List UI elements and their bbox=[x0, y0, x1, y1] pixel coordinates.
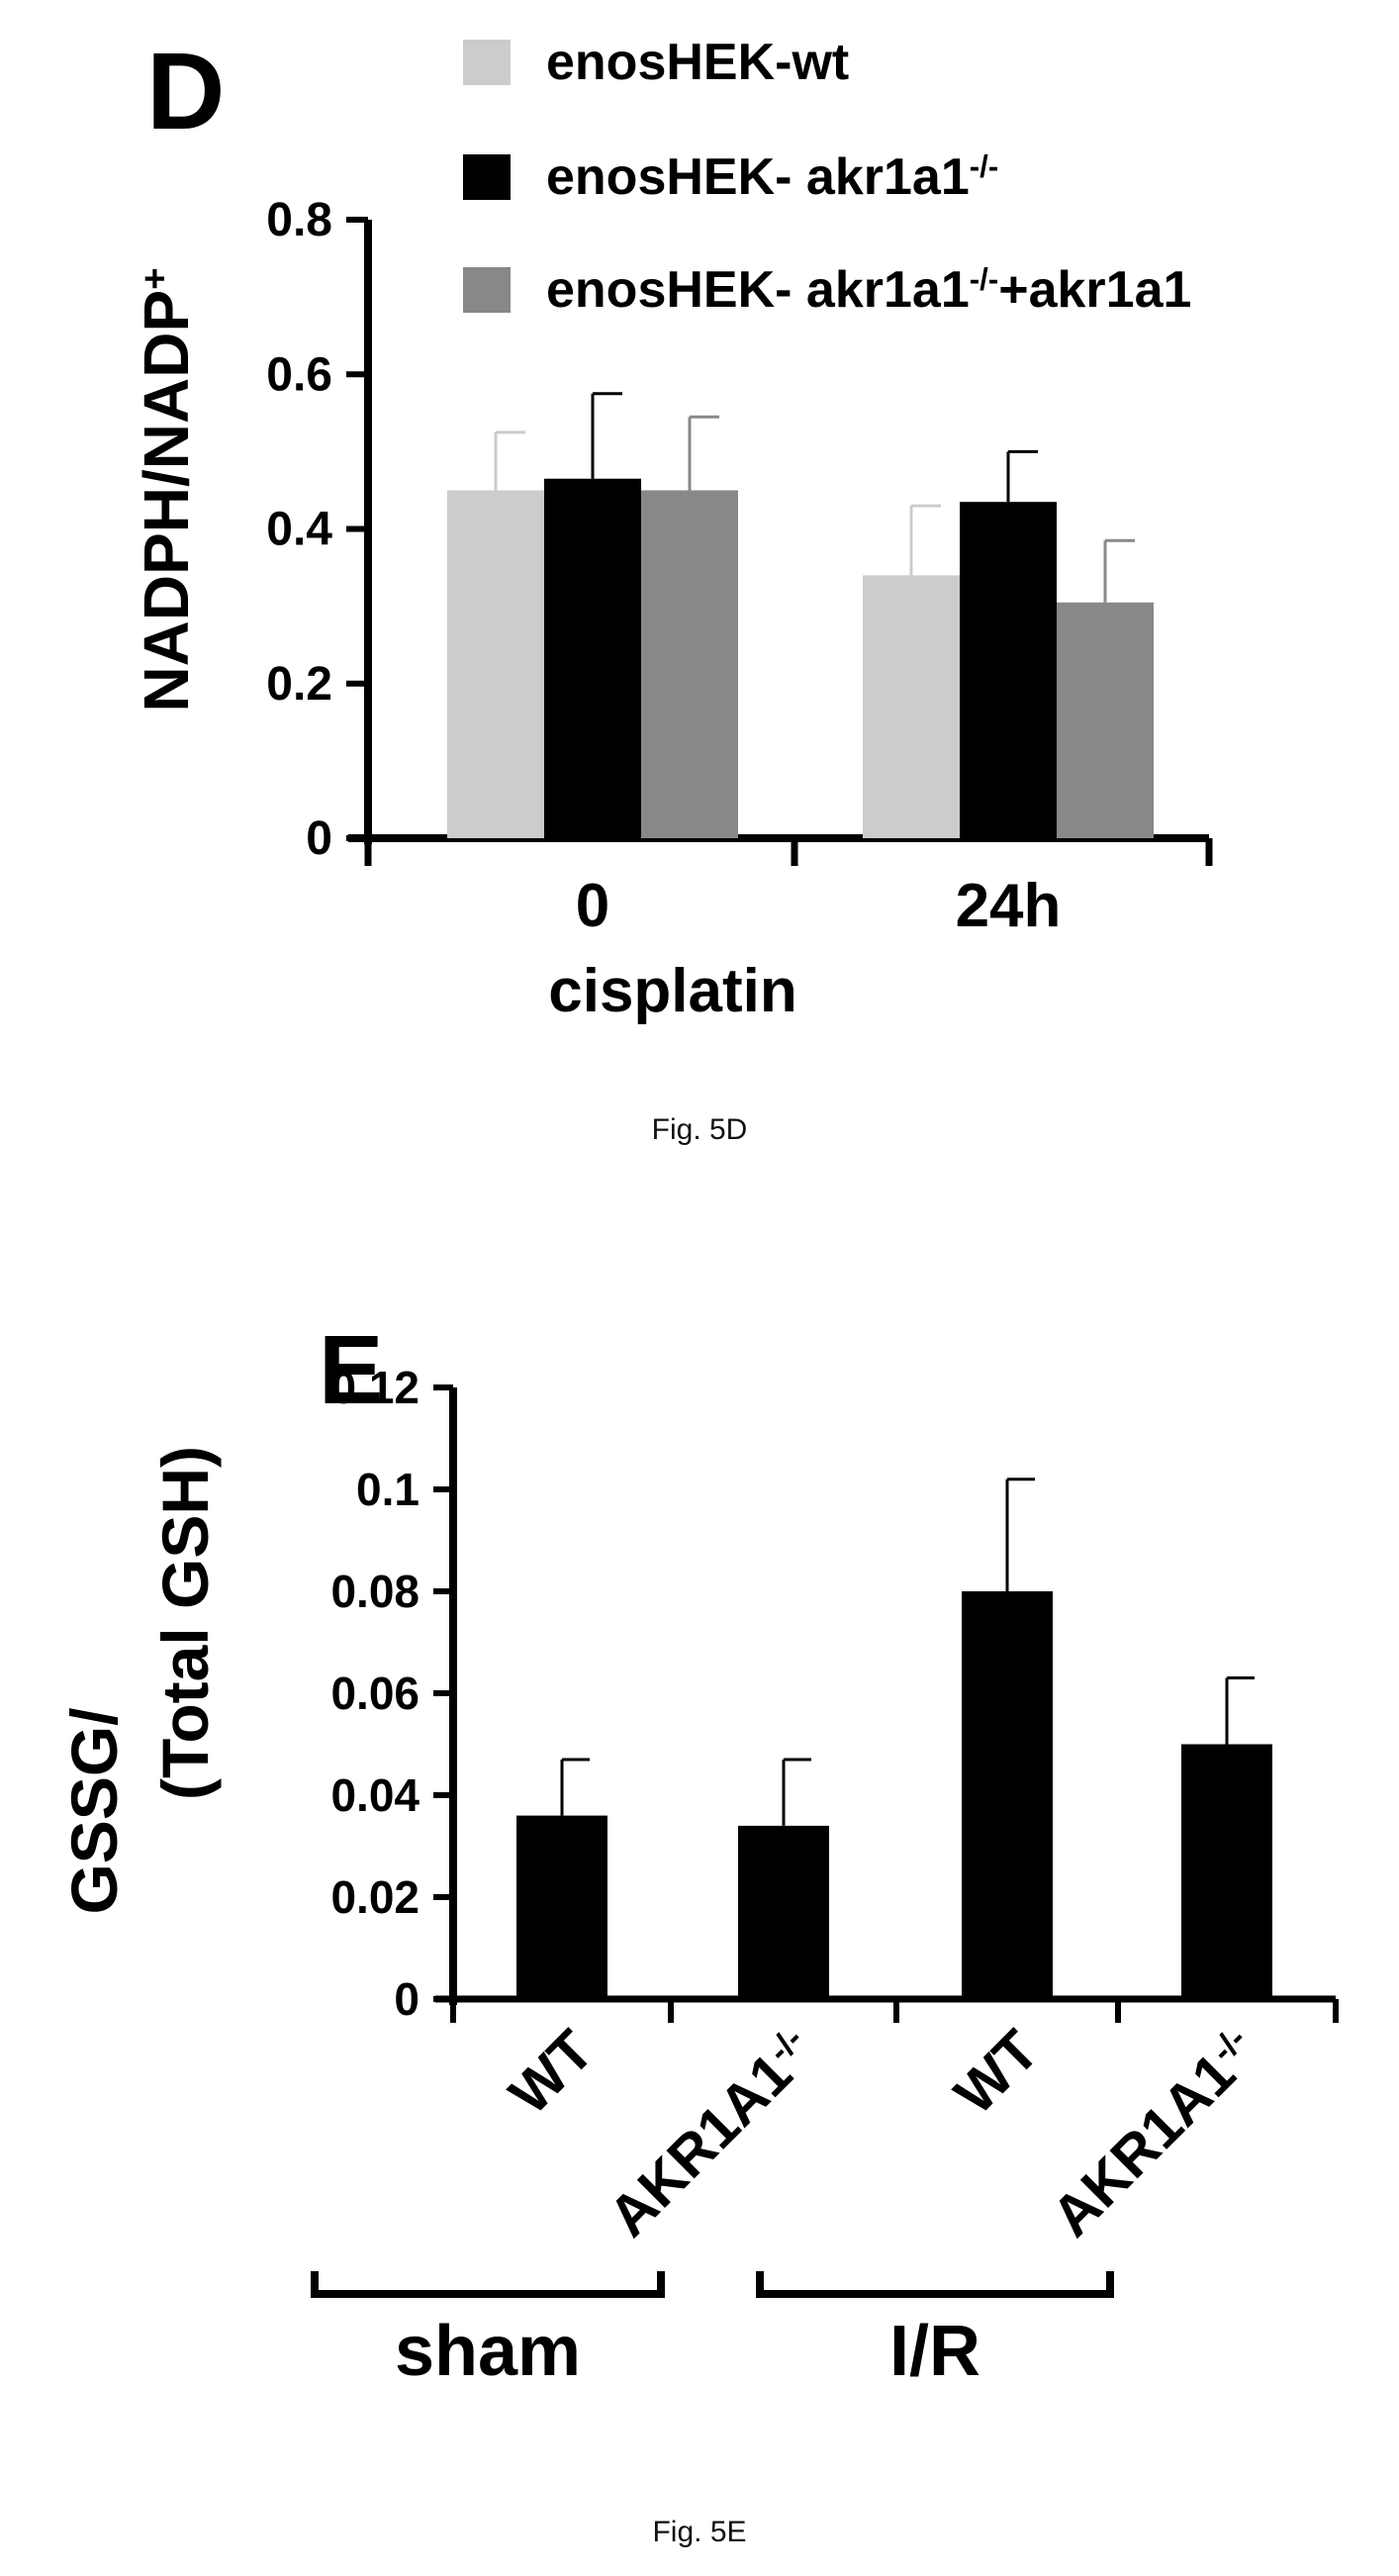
caption-fig-5e: Fig. 5E bbox=[652, 2516, 747, 2548]
e-y-tick-label: 0.06 bbox=[330, 1668, 420, 1719]
e-y-axis-title-line1: GSSG/ bbox=[57, 1707, 131, 1914]
d-y-tick-label: 0.2 bbox=[266, 658, 332, 711]
e-bar bbox=[962, 1591, 1053, 1999]
d-y-tick-label: 0 bbox=[306, 812, 332, 865]
d-legend-swatch bbox=[463, 154, 511, 200]
d-legend-label: enosHEK-wt bbox=[546, 34, 849, 91]
d-legend-swatch bbox=[463, 267, 511, 313]
d-x-tick-label: 24h bbox=[956, 872, 1062, 940]
e-x-tick-label: AKR1A1-/- bbox=[1040, 2018, 1270, 2248]
d-bar bbox=[863, 575, 960, 838]
e-y-axis-title-line2: (Total GSH) bbox=[148, 1446, 222, 1800]
d-y-axis-title: NADPH/NADP+ bbox=[131, 267, 202, 712]
d-y-tick-label: 0.6 bbox=[266, 348, 332, 401]
e-panel-letter: E bbox=[319, 1315, 383, 1424]
e-x-tick-label: WT bbox=[497, 2018, 606, 2127]
e-group-label: I/R bbox=[889, 2312, 980, 2391]
d-bar bbox=[544, 478, 641, 838]
e-group-bracket bbox=[756, 2271, 1114, 2298]
d-legend-swatch bbox=[463, 40, 511, 85]
d-x-axis-title: cisplatin bbox=[548, 957, 797, 1025]
chart-d: 0 0.2 0.4 0.6 0.8 0 24h cisplatin NADPH/NADP+ D en… bbox=[131, 31, 1213, 1025]
d-bar bbox=[447, 490, 544, 838]
d-bar bbox=[1057, 602, 1154, 838]
e-y-tick-label: 0.02 bbox=[330, 1871, 420, 1923]
d-legend-label: enosHEK- akr1a1-/- bbox=[546, 148, 998, 206]
d-panel-letter: D bbox=[146, 31, 225, 152]
e-y-tick-label: 0.1 bbox=[356, 1464, 420, 1515]
e-bar bbox=[516, 1815, 607, 1999]
e-bar bbox=[1181, 1744, 1272, 1999]
d-x-tick-label: 0 bbox=[576, 872, 609, 940]
d-bar bbox=[960, 502, 1057, 838]
e-x-tick-label: AKR1A1-/- bbox=[597, 2018, 827, 2248]
e-y-tick-label: 0.08 bbox=[330, 1566, 420, 1617]
e-bar bbox=[738, 1825, 829, 1999]
e-y-tick-label: 0 bbox=[394, 1973, 420, 2025]
e-group-bracket bbox=[311, 2271, 665, 2298]
d-y-tick-label: 0.8 bbox=[266, 194, 332, 246]
e-x-tick-label: WT bbox=[942, 2018, 1051, 2127]
e-y-tick-label: 0.12 bbox=[330, 1362, 420, 1413]
e-y-tick-label: 0.04 bbox=[330, 1769, 420, 1821]
d-bar bbox=[641, 490, 738, 838]
e-group-label: sham bbox=[395, 2312, 581, 2391]
caption-fig-5d: Fig. 5D bbox=[651, 1113, 748, 1146]
d-legend-label: enosHEK- akr1a1-/-+akr1a1 bbox=[546, 261, 1191, 319]
d-y-tick-label: 0.4 bbox=[266, 504, 332, 556]
